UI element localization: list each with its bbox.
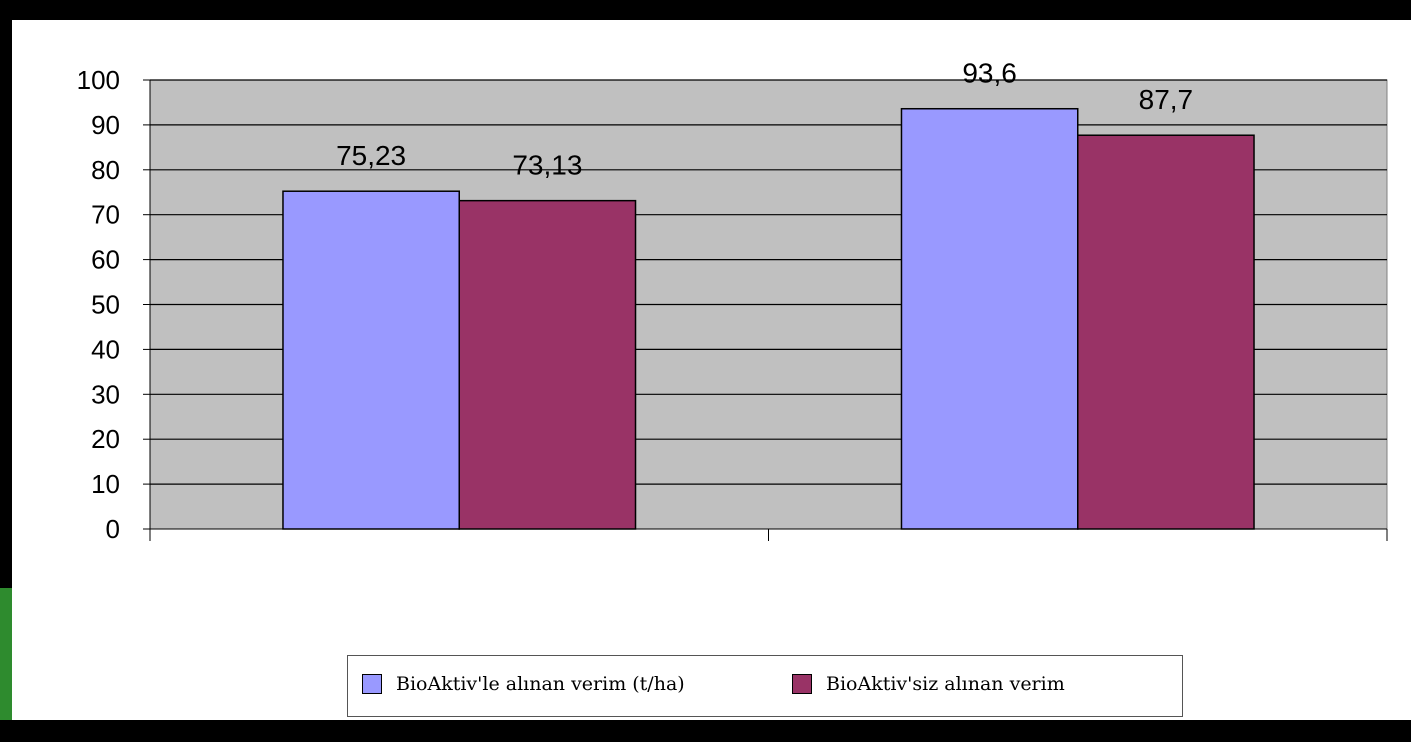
y-tick-label: 80	[91, 155, 120, 185]
y-tick-label: 10	[91, 469, 120, 499]
data-label: 75,23	[336, 140, 406, 171]
y-tick-label: 30	[91, 379, 120, 409]
y-tick-labels: 0 10 20 30 40 50 60 70 80 90 100	[77, 65, 120, 544]
y-tick-label: 40	[91, 334, 120, 364]
side-green-strip	[0, 588, 12, 720]
data-labels: 75,23 73,13 93,6 87,7	[336, 58, 1193, 181]
legend-label-series-1: BioAktiv'le alınan verim (t/ha)	[396, 673, 685, 695]
legend-item-series-1: BioAktiv'le alınan verim (t/ha)	[362, 673, 685, 695]
y-tick-label: 20	[91, 424, 120, 454]
y-tick-label: 50	[91, 290, 120, 320]
bar-series-1-cat-2	[900, 107, 1079, 530]
y-tick-label: 0	[106, 514, 120, 544]
legend-swatch-series-1	[362, 674, 382, 694]
y-tick-label: 60	[91, 245, 120, 275]
legend-swatch-series-2	[792, 674, 812, 694]
bars	[282, 107, 1255, 530]
y-tick-label: 90	[91, 110, 120, 140]
legend: BioAktiv'le alınan verim (t/ha) BioAktiv…	[347, 655, 1183, 717]
legend-item-series-2: BioAktiv'siz alınan verim	[792, 673, 1065, 695]
data-label: 87,7	[1139, 84, 1194, 115]
data-label: 93,6	[962, 58, 1017, 89]
y-tick-label: 70	[91, 200, 120, 230]
axes	[143, 79, 1388, 541]
bar-series-2-cat-1	[458, 199, 637, 530]
legend-label-series-2: BioAktiv'siz alınan verim	[826, 673, 1065, 695]
y-tick-label: 100	[77, 65, 120, 95]
bar-series-1-cat-1	[282, 190, 461, 530]
bar-series-2-cat-2	[1077, 134, 1255, 530]
data-label: 73,13	[512, 150, 582, 181]
